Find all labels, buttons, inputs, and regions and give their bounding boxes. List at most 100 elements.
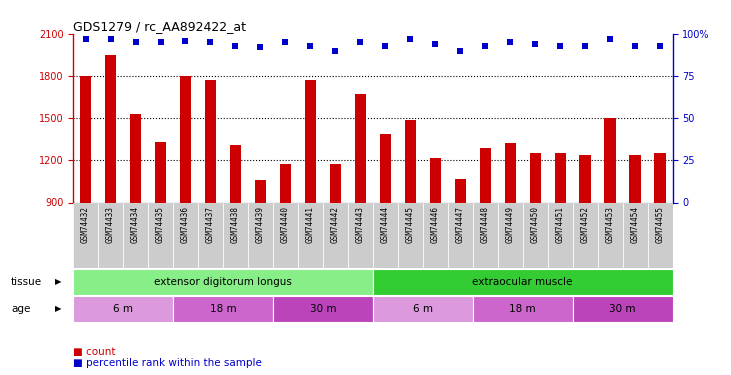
- Bar: [605, 118, 616, 202]
- Bar: [105, 55, 116, 202]
- Bar: [355, 94, 366, 202]
- Bar: [305, 80, 316, 203]
- Bar: [629, 154, 640, 203]
- Bar: [648, 202, 673, 268]
- Text: GSM74449: GSM74449: [506, 206, 515, 243]
- Point: [429, 41, 441, 47]
- Text: GSM74453: GSM74453: [605, 206, 615, 243]
- Bar: [572, 296, 673, 322]
- Point: [355, 39, 366, 45]
- Bar: [523, 202, 548, 268]
- Text: GSM74444: GSM74444: [381, 206, 390, 243]
- Bar: [623, 202, 648, 268]
- Bar: [155, 142, 166, 202]
- Bar: [73, 268, 373, 295]
- Point: [305, 43, 317, 49]
- Bar: [230, 145, 241, 202]
- Bar: [98, 202, 123, 268]
- Point: [654, 43, 666, 49]
- Bar: [423, 202, 447, 268]
- Point: [404, 36, 416, 42]
- Text: GSM74438: GSM74438: [231, 206, 240, 243]
- Bar: [498, 202, 523, 268]
- Point: [605, 36, 616, 42]
- Text: GSM74442: GSM74442: [331, 206, 340, 243]
- Text: GSM74441: GSM74441: [306, 206, 315, 243]
- Point: [629, 43, 641, 49]
- Text: ■ percentile rank within the sample: ■ percentile rank within the sample: [73, 358, 262, 368]
- Text: GSM74432: GSM74432: [81, 206, 90, 243]
- Bar: [455, 178, 466, 203]
- Bar: [379, 134, 391, 202]
- Bar: [173, 202, 198, 268]
- Text: GSM74454: GSM74454: [631, 206, 640, 243]
- Text: GSM74443: GSM74443: [356, 206, 365, 243]
- Bar: [654, 153, 666, 203]
- Point: [180, 38, 192, 44]
- Text: GSM74455: GSM74455: [656, 206, 664, 243]
- Text: 30 m: 30 m: [610, 304, 636, 313]
- Bar: [480, 148, 491, 202]
- Text: ■ count: ■ count: [73, 347, 115, 357]
- Text: GSM74436: GSM74436: [181, 206, 190, 243]
- Point: [205, 39, 216, 45]
- Text: 30 m: 30 m: [310, 304, 336, 313]
- Bar: [398, 202, 423, 268]
- Text: ▶: ▶: [55, 277, 61, 286]
- Text: GSM74435: GSM74435: [156, 206, 165, 243]
- Point: [554, 43, 566, 49]
- Bar: [248, 202, 273, 268]
- Bar: [572, 202, 597, 268]
- Bar: [123, 202, 148, 268]
- Text: extraocular muscle: extraocular muscle: [472, 277, 573, 286]
- Text: 6 m: 6 m: [113, 304, 133, 313]
- Bar: [430, 158, 441, 203]
- Point: [455, 48, 466, 54]
- Point: [579, 43, 591, 49]
- Bar: [330, 164, 341, 202]
- Point: [379, 43, 391, 49]
- Text: GSM74440: GSM74440: [281, 206, 290, 243]
- Bar: [205, 80, 216, 203]
- Text: GSM74434: GSM74434: [131, 206, 140, 243]
- Point: [529, 41, 541, 47]
- Bar: [73, 202, 98, 268]
- Bar: [348, 202, 373, 268]
- Text: 18 m: 18 m: [210, 304, 236, 313]
- Bar: [323, 202, 348, 268]
- Text: tissue: tissue: [11, 277, 42, 286]
- Bar: [373, 296, 473, 322]
- Point: [254, 44, 266, 50]
- Bar: [80, 76, 91, 202]
- Text: GSM74446: GSM74446: [431, 206, 440, 243]
- Bar: [473, 202, 498, 268]
- Point: [155, 39, 167, 45]
- Bar: [373, 268, 673, 295]
- Bar: [298, 202, 323, 268]
- Text: extensor digitorum longus: extensor digitorum longus: [154, 277, 292, 286]
- Bar: [529, 153, 541, 203]
- Bar: [223, 202, 248, 268]
- Bar: [180, 76, 191, 202]
- Point: [105, 36, 116, 42]
- Bar: [548, 202, 572, 268]
- Bar: [273, 296, 373, 322]
- Text: GDS1279 / rc_AA892422_at: GDS1279 / rc_AA892422_at: [73, 20, 246, 33]
- Text: GSM74437: GSM74437: [206, 206, 215, 243]
- Text: 6 m: 6 m: [413, 304, 433, 313]
- Bar: [198, 202, 223, 268]
- Point: [504, 39, 516, 45]
- Point: [129, 39, 141, 45]
- Text: GSM74452: GSM74452: [580, 206, 590, 243]
- Point: [480, 43, 491, 49]
- Text: GSM74450: GSM74450: [531, 206, 539, 243]
- Text: age: age: [11, 304, 31, 313]
- Bar: [373, 202, 398, 268]
- Bar: [405, 120, 416, 202]
- Bar: [598, 202, 623, 268]
- Text: ▶: ▶: [55, 304, 61, 313]
- Text: GSM74439: GSM74439: [256, 206, 265, 243]
- Bar: [73, 296, 173, 322]
- Bar: [473, 296, 572, 322]
- Text: GSM74447: GSM74447: [455, 206, 465, 243]
